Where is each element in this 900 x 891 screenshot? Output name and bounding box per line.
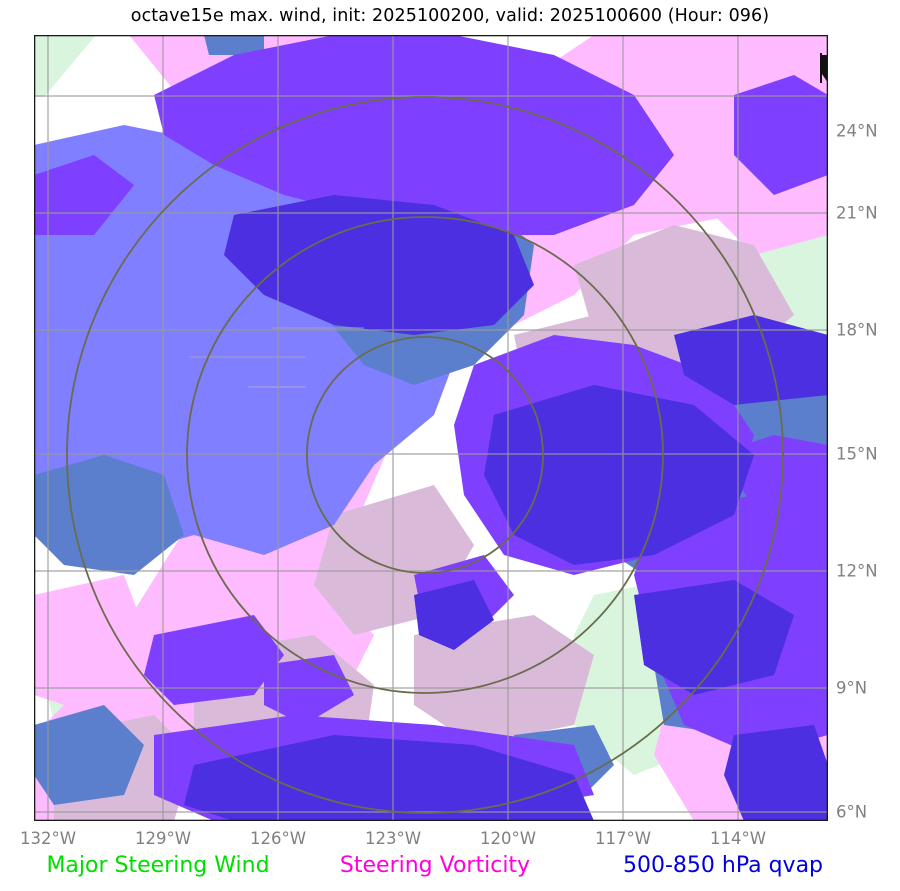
xtick-117W: 117°W [594,829,652,848]
page-title: octave15e max. wind, init: 2025100200, v… [130,6,770,26]
xtick-120W: 120°W [479,829,537,848]
map-canvas[interactable] [34,35,828,821]
legend-item-major-steering-wind: Major Steering Wind [46,853,270,878]
ytick-18N: 18°N [836,320,878,340]
range-rings [66,96,784,814]
outer-range-ring [66,96,784,814]
xtick-123W: 123°W [364,829,422,848]
inner-range-ring [306,336,544,574]
xtick-114W: 114°W [709,829,767,848]
ytick-15N: 15°N [836,444,878,464]
wind-barb-marker [820,53,828,83]
map-plot-area[interactable] [34,35,828,821]
map-fill-layer [34,35,828,821]
xtick-129W: 129°W [134,829,192,848]
map-legend: Major Steering Wind Steering Vorticity 5… [0,853,900,885]
legend-item-steering-vorticity: Steering Vorticity [339,853,531,878]
middle-range-ring [186,216,664,694]
ytick-12N: 12°N [836,561,878,581]
legend-item-qvap: 500-850 hPa qvap [622,853,824,878]
map-border [34,35,828,821]
ytick-6N: 6°N [836,802,868,822]
qvap-strong-shading [184,195,828,821]
ytick-21N: 21°N [836,203,878,223]
xtick-126W: 126°W [249,829,307,848]
ytick-9N: 9°N [836,678,868,698]
map-gridlines [34,35,828,821]
ytick-24N: 24°N [836,121,878,141]
xtick-132W: 132°W [19,829,77,848]
